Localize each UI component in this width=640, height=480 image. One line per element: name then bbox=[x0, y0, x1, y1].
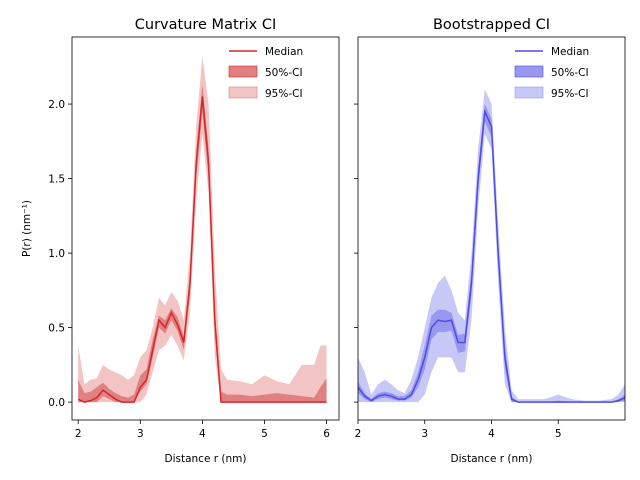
x-tick-label: 5 bbox=[261, 428, 268, 440]
x-axis-label: Distance r (nm) bbox=[451, 453, 533, 465]
chart-title: Bootstrapped CI bbox=[433, 17, 550, 33]
ci95-band bbox=[78, 56, 327, 403]
legend-ci95-label: 95%-CI bbox=[551, 88, 589, 100]
legend-ci50-label: 50%-CI bbox=[551, 67, 589, 79]
plot-area bbox=[77, 56, 327, 403]
subplot-1: 2 3 4 5 6 0.0 0.5 1.0 1.5 2.0 Curvature Matrix CI D… bbox=[21, 17, 340, 465]
chart-title: Curvature Matrix CI bbox=[135, 17, 276, 33]
x-tick-label: 2 bbox=[75, 428, 82, 440]
legend-ci95-label: 95%-CI bbox=[265, 88, 303, 100]
x-axis-label: Distance r (nm) bbox=[165, 453, 247, 465]
legend-median-label: Median bbox=[551, 46, 589, 58]
subplot-2: 2 3 4 5 Bootstrapped CI Distance r (nm) Median… bbox=[354, 17, 626, 465]
legend-ci50-swatch bbox=[514, 65, 544, 78]
median-line bbox=[358, 108, 625, 403]
axes-frame bbox=[71, 36, 340, 421]
legend: Median 50%-CI 95%-CI bbox=[514, 46, 589, 100]
legend: Median 50%-CI 95%-CI bbox=[228, 46, 303, 100]
x-tick-label: 6 bbox=[323, 428, 330, 440]
y-tick-label: 1.0 bbox=[48, 248, 65, 260]
y-tick-label: 1.5 bbox=[48, 174, 65, 186]
x-tick-label: 5 bbox=[555, 428, 562, 440]
x-tick-label: 2 bbox=[355, 428, 362, 440]
y-axis-label: P(r) (nm⁻¹) bbox=[21, 200, 33, 257]
legend-ci50-swatch bbox=[228, 65, 258, 78]
legend-ci95-swatch bbox=[228, 86, 258, 99]
median-line bbox=[77, 96, 327, 403]
y-tick-label: 0.0 bbox=[48, 397, 65, 409]
x-tick-label: 3 bbox=[421, 428, 428, 440]
plot-area bbox=[358, 89, 625, 403]
y-tick-label: 0.5 bbox=[48, 323, 65, 335]
y-tick-label: 2.0 bbox=[48, 99, 65, 111]
x-tick-label: 4 bbox=[199, 428, 206, 440]
x-tick-label: 3 bbox=[137, 428, 144, 440]
legend-ci50-label: 50%-CI bbox=[265, 67, 303, 79]
legend-ci95-swatch bbox=[514, 86, 544, 99]
legend-median-label: Median bbox=[265, 46, 303, 58]
x-tick-label: 4 bbox=[488, 428, 495, 440]
